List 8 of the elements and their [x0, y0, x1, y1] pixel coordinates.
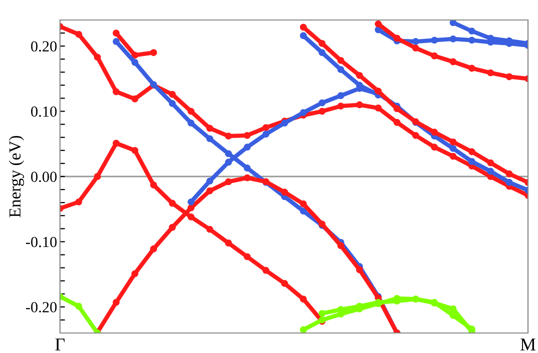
x-tick-label: M [520, 338, 536, 350]
y-tick-label: 0.00 [31, 172, 57, 182]
y-tick-label: 0.10 [31, 106, 57, 117]
y-tick-label: -0.20 [26, 302, 57, 312]
x-tick-label: Γ [55, 338, 65, 350]
y-axis-title: Energy (eV) [8, 136, 24, 218]
y-tick-label: 0.20 [31, 41, 57, 52]
y-tick-label: -0.10 [26, 236, 57, 248]
